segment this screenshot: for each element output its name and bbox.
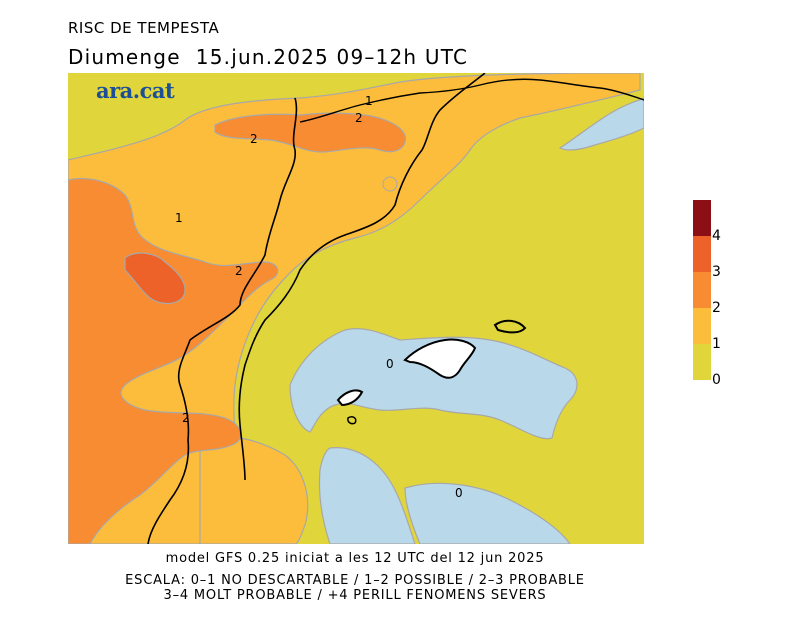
legend-label-4: 4 — [712, 228, 721, 244]
legend-swatch-0 — [693, 344, 711, 380]
risk-zone-1-south — [199, 436, 309, 544]
island-formentera — [347, 416, 357, 425]
ara-cat-logo: ara.cat — [96, 78, 175, 103]
legend-swatch-4 — [693, 200, 711, 236]
map-title: Diumenge 15.jun.2025 09–12h UTC — [68, 45, 469, 69]
border-north — [147, 97, 298, 544]
coastline — [238, 73, 486, 481]
island-menorca — [493, 319, 527, 334]
legend-label-3: 3 — [712, 264, 721, 280]
contour-label: 2 — [182, 411, 190, 425]
contour-label: 1 — [365, 94, 373, 108]
legend-label-2: 2 — [712, 300, 721, 316]
contour-label: 2 — [235, 264, 243, 278]
legend-color-bar — [693, 200, 711, 380]
scale-caption-line-2: 3–4 MOLT PROBABLE / +4 PERILL FENOMENS S… — [163, 588, 547, 603]
island-ibiza — [336, 389, 364, 407]
contour-label: 2 — [250, 132, 258, 146]
sea-balearic — [289, 328, 578, 440]
legend-label-1: 1 — [712, 336, 721, 352]
scale-caption-line-1: ESCALA: 0–1 NO DESCARTABLE / 1–2 POSSIBL… — [125, 573, 585, 588]
sea-northeast — [558, 97, 644, 151]
model-run-caption: model GFS 0.25 iniciat a les 12 UTC del … — [165, 551, 545, 566]
map-field — [68, 73, 644, 544]
legend-swatch-1 — [693, 308, 711, 344]
sea-south — [318, 447, 416, 544]
sea-south-east — [404, 482, 571, 544]
contour-label: 1 — [175, 211, 183, 225]
legend-swatch-3 — [693, 236, 711, 272]
risk-spot-2 — [382, 176, 398, 192]
island-mallorca — [403, 338, 477, 379]
contour-label: 0 — [386, 357, 394, 371]
legend-swatch-2 — [693, 272, 711, 308]
risk-zone-3 — [124, 252, 186, 305]
border-northeast — [299, 78, 644, 123]
map-supertitle: RISC DE TEMPESTA — [68, 19, 220, 37]
legend-label-0: 0 — [712, 372, 721, 388]
risk-zone-2-north — [214, 112, 407, 153]
contour-label: 2 — [355, 111, 363, 125]
contour-label: 0 — [455, 486, 463, 500]
